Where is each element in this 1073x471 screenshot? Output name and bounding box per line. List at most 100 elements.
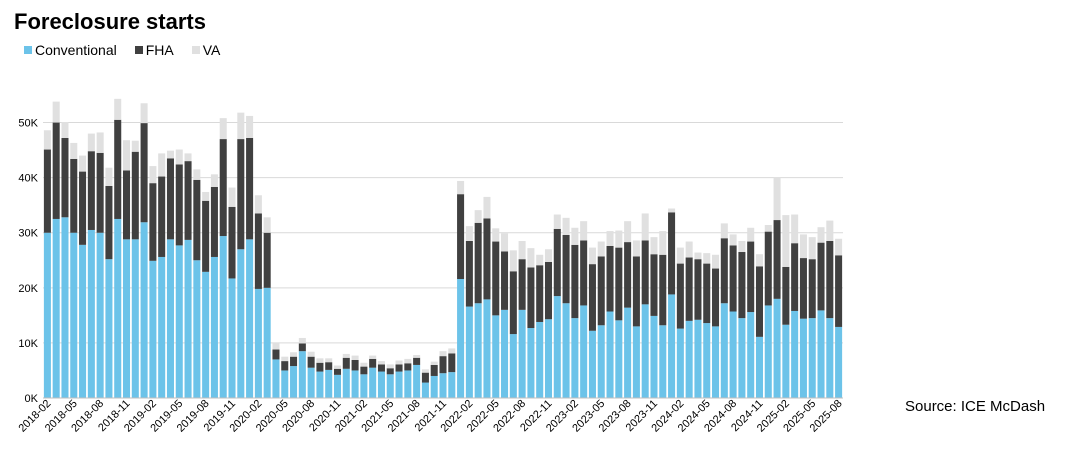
bar-conventional-2025-07 xyxy=(826,318,834,398)
bar-fha-2018-09 xyxy=(105,185,113,260)
bar-fha-2024-06 xyxy=(712,268,720,327)
bar-va-2022-12 xyxy=(553,214,561,229)
bar-va-2024-08 xyxy=(729,234,737,246)
bar-conventional-2024-07 xyxy=(720,303,728,398)
bar-va-2024-02 xyxy=(676,247,684,264)
bar-va-2020-11 xyxy=(333,365,342,369)
bar-fha-2020-11 xyxy=(333,368,342,375)
bar-conventional-2020-10 xyxy=(325,369,333,398)
bar-conventional-2024-02 xyxy=(676,328,684,398)
bar-conventional-2021-12 xyxy=(448,372,456,398)
bar-fha-2020-09 xyxy=(316,362,324,372)
legend-label-fha: FHA xyxy=(145,42,174,58)
legend-entry-va: VA xyxy=(191,42,220,58)
bar-fha-2025-07 xyxy=(826,240,834,319)
bar-fha-2025-02 xyxy=(782,266,790,325)
bar-va-2022-05 xyxy=(492,228,500,242)
bar-va-2020-02 xyxy=(254,195,262,214)
bar-va-2022-01 xyxy=(457,180,465,195)
bar-va-2024-06 xyxy=(712,254,720,269)
y-tick-label: 20K xyxy=(18,283,38,295)
bar-va-2020-03 xyxy=(263,217,271,233)
bar-va-2020-07 xyxy=(298,337,306,344)
bar-conventional-2023-01 xyxy=(562,303,570,398)
bar-fha-2018-06 xyxy=(79,171,87,245)
bar-fha-2021-06 xyxy=(395,364,403,372)
bar-va-2018-07 xyxy=(87,133,95,152)
bar-fha-2022-02 xyxy=(465,240,473,307)
bar-fha-2019-02 xyxy=(149,183,157,261)
bar-va-2021-08 xyxy=(413,355,421,358)
bar-va-2018-11 xyxy=(123,140,131,171)
bar-fha-2022-07 xyxy=(509,271,517,335)
bar-fha-2018-12 xyxy=(131,151,139,240)
bar-va-2024-03 xyxy=(685,241,693,258)
bar-conventional-2019-04 xyxy=(166,239,174,398)
bar-conventional-2019-10 xyxy=(219,236,227,398)
bar-conventional-2019-07 xyxy=(193,260,201,398)
bar-va-2020-01 xyxy=(246,115,254,138)
bar-conventional-2023-07 xyxy=(615,320,623,398)
bar-fha-2020-04 xyxy=(272,349,280,360)
bar-va-2019-03 xyxy=(158,153,166,177)
bar-va-2018-03 xyxy=(52,101,60,123)
bar-va-2023-05 xyxy=(597,241,605,257)
bar-va-2022-09 xyxy=(527,248,535,268)
bar-va-2019-01 xyxy=(140,103,148,124)
bar-va-2023-08 xyxy=(624,221,632,243)
bar-conventional-2024-01 xyxy=(668,294,676,398)
bar-fha-2025-03 xyxy=(791,243,799,311)
legend: Conventional FHA VA xyxy=(24,42,220,58)
bar-fha-2022-08 xyxy=(518,259,526,310)
bar-conventional-2022-05 xyxy=(492,315,500,398)
bar-va-2022-06 xyxy=(501,233,509,252)
bar-va-2023-07 xyxy=(615,230,623,248)
bar-fha-2023-02 xyxy=(571,244,579,319)
bar-conventional-2021-03 xyxy=(369,367,377,398)
bar-fha-2018-02 xyxy=(43,149,51,233)
bar-conventional-2023-11 xyxy=(650,315,658,398)
bar-fha-2024-01 xyxy=(668,212,676,295)
bar-fha-2024-04 xyxy=(694,259,702,320)
bar-conventional-2020-03 xyxy=(263,287,271,398)
bar-va-2021-02 xyxy=(360,362,368,367)
bar-conventional-2020-09 xyxy=(316,371,324,398)
bar-fha-2019-11 xyxy=(228,206,236,279)
bar-conventional-2024-06 xyxy=(712,326,720,398)
bar-conventional-2022-06 xyxy=(501,309,509,398)
legend-entry-conventional: Conventional xyxy=(24,42,117,58)
bar-fha-2020-02 xyxy=(254,213,262,289)
bar-conventional-2018-02 xyxy=(43,232,51,398)
bar-conventional-2019-08 xyxy=(202,271,210,398)
bar-fha-2019-09 xyxy=(210,187,218,257)
bar-fha-2021-02 xyxy=(360,366,368,375)
bar-fha-2024-07 xyxy=(720,238,728,304)
bar-fha-2025-01 xyxy=(773,220,781,299)
bar-conventional-2022-09 xyxy=(527,328,535,398)
bar-fha-2025-08 xyxy=(835,255,843,327)
bar-va-2019-09 xyxy=(210,174,218,188)
bar-va-2021-10 xyxy=(430,361,438,365)
bar-conventional-2022-12 xyxy=(553,296,561,398)
bar-fha-2023-10 xyxy=(641,240,649,305)
bar-va-2023-10 xyxy=(641,213,649,241)
bar-va-2018-10 xyxy=(114,98,122,120)
bar-fha-2023-06 xyxy=(606,245,614,312)
bar-conventional-2022-10 xyxy=(536,321,544,398)
bar-fha-2024-12 xyxy=(764,231,772,306)
bar-conventional-2025-06 xyxy=(817,310,825,398)
bar-fha-2023-12 xyxy=(659,254,667,326)
bar-conventional-2019-11 xyxy=(228,278,236,398)
y-tick-label: 40K xyxy=(18,173,38,185)
bar-conventional-2023-10 xyxy=(641,304,649,398)
bar-conventional-2022-03 xyxy=(474,303,482,398)
chart-title: Foreclosure starts xyxy=(14,9,206,34)
bar-conventional-2025-01 xyxy=(773,298,781,398)
legend-swatch-fha xyxy=(134,46,143,54)
bar-va-2021-03 xyxy=(369,355,377,359)
bar-va-2021-07 xyxy=(404,358,412,364)
bar-va-2025-07 xyxy=(826,220,834,241)
bar-va-2021-11 xyxy=(439,351,447,357)
bar-va-2025-02 xyxy=(782,215,790,267)
y-tick-label: 0K xyxy=(25,393,39,405)
